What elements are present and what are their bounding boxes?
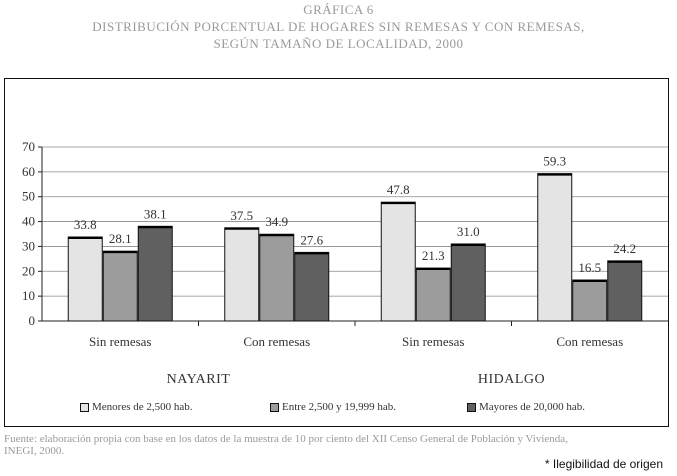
bar bbox=[294, 251, 330, 322]
source-line-2: INEGI, 2000. bbox=[4, 445, 65, 457]
illegibility-note: * Ilegibilidad de origen bbox=[544, 457, 663, 471]
source-line-1: Fuente: elaboración propia con base en l… bbox=[4, 433, 568, 445]
data-label: 27.6 bbox=[300, 232, 323, 247]
data-label: 37.5 bbox=[230, 208, 253, 223]
bar bbox=[450, 243, 486, 322]
bar bbox=[259, 233, 295, 322]
category-label: Con remesas bbox=[243, 334, 310, 349]
y-tick-label: 40 bbox=[22, 214, 35, 229]
data-label: 21.3 bbox=[422, 248, 445, 263]
y-tick-label: 50 bbox=[22, 189, 35, 204]
chart-frame: 0 10 20 30 40 50 60 70 33.8 28.1 38.1 Sin remesas 37… bbox=[4, 78, 669, 427]
bar bbox=[607, 260, 643, 322]
legend-label: Entre 2,500 y 19,999 hab. bbox=[282, 401, 396, 413]
bar-chart: 0 10 20 30 40 50 60 70 33.8 28.1 38.1 Sin remesas 37… bbox=[22, 139, 668, 387]
bar bbox=[67, 236, 103, 322]
chart-legend: Menores de 2,500 hab. Entre 2,500 y 19,99… bbox=[5, 401, 668, 419]
bar bbox=[137, 225, 173, 322]
data-label: 38.1 bbox=[144, 206, 167, 221]
chart-subtitle: SEGÚN TAMAÑO DE LOCALIDAD, 2000 bbox=[213, 36, 464, 51]
category-label: Con remesas bbox=[556, 334, 623, 349]
legend-item: Mayores de 20,000 hab. bbox=[467, 401, 585, 413]
legend-swatch bbox=[467, 402, 476, 412]
legend-label: Mayores de 20,000 hab. bbox=[479, 401, 586, 413]
bar bbox=[537, 173, 573, 322]
bar bbox=[572, 279, 608, 322]
y-tick-label: 10 bbox=[22, 288, 35, 303]
data-label: 59.3 bbox=[543, 154, 566, 169]
bar bbox=[380, 201, 416, 322]
data-label: 16.5 bbox=[578, 260, 601, 275]
chart-title-number: GRÁFICA 6 bbox=[303, 2, 374, 17]
y-tick-label: 20 bbox=[22, 263, 35, 278]
chart-title-block: GRÁFICA 6 DISTRIBUCIÓN PORCENTUAL DE HOG… bbox=[0, 2, 677, 52]
data-label: 31.0 bbox=[457, 224, 480, 239]
group-label: NAYARIT bbox=[167, 372, 231, 387]
legend-swatch bbox=[80, 402, 89, 412]
chart-title: DISTRIBUCIÓN PORCENTUAL DE HOGARES SIN R… bbox=[92, 19, 585, 34]
legend-item: Entre 2,500 y 19,999 hab. bbox=[270, 401, 396, 413]
bar bbox=[415, 267, 451, 322]
y-tick-label: 30 bbox=[22, 238, 35, 253]
y-tick-label: 70 bbox=[22, 139, 35, 154]
data-label: 24.2 bbox=[613, 241, 636, 256]
y-tick-label: 60 bbox=[22, 164, 35, 179]
source-note: Fuente: elaboración propia con base en l… bbox=[4, 433, 674, 457]
legend-item: Menores de 2,500 hab. bbox=[80, 401, 193, 413]
data-label: 34.9 bbox=[265, 214, 288, 229]
y-tick-label: 0 bbox=[29, 313, 36, 328]
data-label: 47.8 bbox=[387, 182, 410, 197]
group-label: HIDALGO bbox=[478, 372, 545, 387]
category-label: Sin remesas bbox=[89, 334, 151, 349]
bar bbox=[102, 250, 138, 322]
legend-label: Menores de 2,500 hab. bbox=[92, 401, 193, 413]
category-label: Sin remesas bbox=[402, 334, 464, 349]
data-label: 28.1 bbox=[109, 231, 132, 246]
legend-swatch bbox=[270, 402, 279, 412]
data-label: 33.8 bbox=[74, 217, 97, 232]
bar bbox=[224, 227, 260, 322]
